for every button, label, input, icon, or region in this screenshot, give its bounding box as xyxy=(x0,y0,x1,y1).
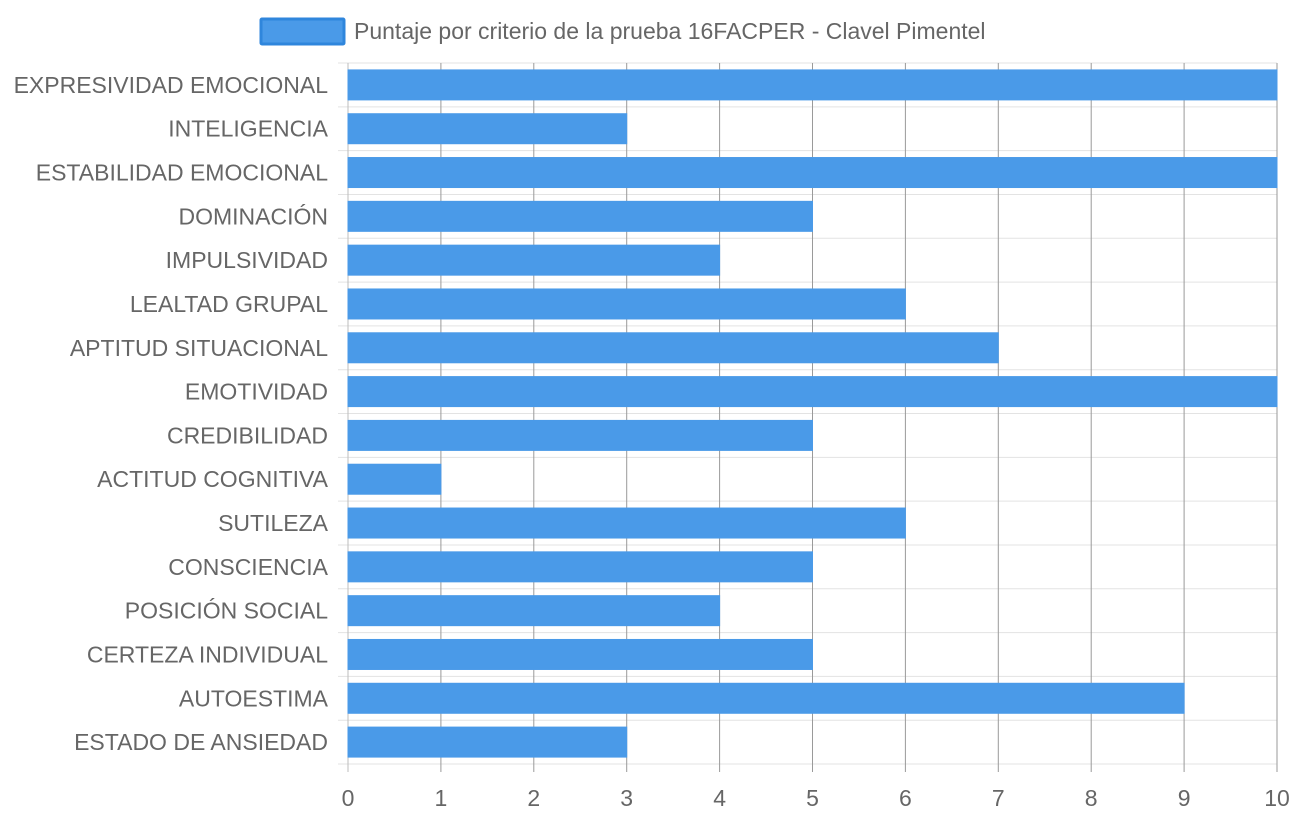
category-label: INTELIGENCIA xyxy=(168,116,328,142)
bar[interactable] xyxy=(347,200,813,232)
category-label: CERTEZA INDIVIDUAL xyxy=(87,641,328,667)
x-tick-label: 4 xyxy=(713,785,726,811)
category-label: EXPRESIVIDAD EMOCIONAL xyxy=(14,72,329,98)
category-label: EMOTIVIDAD xyxy=(185,379,328,405)
bar[interactable] xyxy=(347,463,442,495)
bar[interactable] xyxy=(347,157,1278,189)
bar[interactable] xyxy=(347,638,813,670)
category-label: CREDIBILIDAD xyxy=(167,422,328,448)
x-tick-label: 5 xyxy=(806,785,819,811)
bar[interactable] xyxy=(347,507,906,539)
category-label: ACTITUD COGNITIVA xyxy=(97,466,329,492)
bars xyxy=(347,69,1278,758)
x-tick-label: 7 xyxy=(992,785,1005,811)
x-tick-label: 2 xyxy=(527,785,540,811)
bar[interactable] xyxy=(347,332,999,364)
x-tick-label: 3 xyxy=(620,785,633,811)
bar[interactable] xyxy=(347,726,628,758)
bar[interactable] xyxy=(347,595,721,627)
x-tick-label: 1 xyxy=(435,785,448,811)
legend[interactable]: Puntaje por criterio de la prueba 16FACP… xyxy=(259,17,986,46)
category-label: APTITUD SITUACIONAL xyxy=(70,335,328,361)
bar[interactable] xyxy=(347,244,721,276)
bar[interactable] xyxy=(347,551,813,583)
category-labels: EXPRESIVIDAD EMOCIONAL INTELIGENCIA ESTABI… xyxy=(14,72,329,755)
legend-swatch xyxy=(259,17,346,46)
bar[interactable] xyxy=(347,69,1278,101)
bar[interactable] xyxy=(347,419,813,451)
category-label: ESTADO DE ANSIEDAD xyxy=(74,729,328,755)
x-tick-label: 6 xyxy=(899,785,912,811)
x-tick-label: 0 xyxy=(342,785,355,811)
category-label: POSICIÓN SOCIAL xyxy=(125,598,328,624)
x-tick-label: 10 xyxy=(1264,785,1290,811)
bar[interactable] xyxy=(347,288,906,320)
category-label: CONSCIENCIA xyxy=(168,554,328,580)
bar[interactable] xyxy=(347,113,628,145)
x-tick-label: 9 xyxy=(1178,785,1191,811)
bar[interactable] xyxy=(347,682,1185,714)
bar[interactable] xyxy=(347,376,1278,408)
category-label: LEALTAD GRUPAL xyxy=(130,291,328,317)
category-label: IMPULSIVIDAD xyxy=(166,247,328,273)
category-label: DOMINACIÓN xyxy=(179,203,329,229)
x-axis-ticks: 0 1 2 3 4 5 6 7 8 9 10 xyxy=(342,785,1290,811)
category-label: ESTABILIDAD EMOCIONAL xyxy=(36,160,328,186)
category-label: AUTOESTIMA xyxy=(179,685,329,711)
legend-label: Puntaje por criterio de la prueba 16FACP… xyxy=(354,18,986,44)
x-tick-label: 8 xyxy=(1085,785,1098,811)
category-label: SUTILEZA xyxy=(218,510,329,536)
